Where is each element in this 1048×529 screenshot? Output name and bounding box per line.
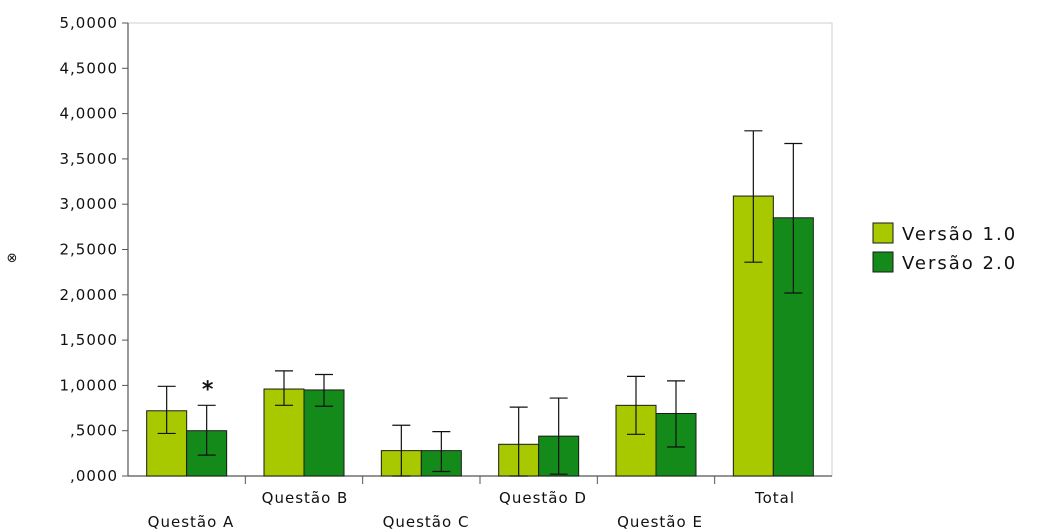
error-bar <box>784 142 803 294</box>
y-tick-label: 4,0000 <box>60 105 119 123</box>
annotations: * <box>202 377 214 402</box>
error-bar <box>392 424 411 477</box>
error-bar <box>197 404 216 456</box>
x-category-label: Questão E <box>617 513 703 529</box>
error-bar <box>627 375 645 435</box>
error-bar <box>432 431 451 473</box>
x-category-label: Questão C <box>383 513 470 529</box>
y-tick-label: 3,5000 <box>60 150 119 168</box>
error-bar <box>667 380 685 448</box>
legend-label: Versão 2.0 <box>902 253 1017 274</box>
legend-swatch <box>872 222 894 244</box>
x-axis-labels: Questão A Questão B Questão C Questão D Ques… <box>148 489 795 529</box>
legend-swatch <box>872 251 894 273</box>
y-tick-label: 5,0000 <box>60 14 119 32</box>
error-bar <box>549 397 568 475</box>
y-tick-label: 2,5000 <box>60 241 119 259</box>
plot-frame <box>127 22 833 477</box>
x-category-label: Total <box>754 489 795 507</box>
error-bar <box>157 385 176 435</box>
y-tick-label: 1,0000 <box>60 376 119 394</box>
error-bar <box>275 370 293 406</box>
error-bar <box>315 373 333 407</box>
y-tick-label: 3,0000 <box>60 195 119 213</box>
x-category-label: Questão D <box>499 489 587 507</box>
bar-series <box>146 195 814 477</box>
side-marker: ⊗ <box>7 251 18 266</box>
error-bars <box>157 130 803 477</box>
legend: Versão 1.0 Versão 2.0 <box>872 222 1017 274</box>
y-tick-label: 4,5000 <box>60 59 119 77</box>
error-bar <box>509 406 528 477</box>
x-category-label: Questão B <box>262 489 349 507</box>
chart-axes <box>127 22 833 484</box>
error-bar <box>744 130 763 263</box>
legend-label: Versão 1.0 <box>902 224 1017 245</box>
y-tick-label: 2,0000 <box>60 286 119 304</box>
significance-marker: * <box>202 377 214 402</box>
y-tick-label: ,0000 <box>70 467 118 485</box>
y-axis-ticks: ,0000 ,5000 1,0000 1,5000 2,0000 2,5000 3,0000… <box>60 14 128 485</box>
y-tick-label: 1,5000 <box>60 331 119 349</box>
y-tick-label: ,5000 <box>70 422 118 440</box>
x-category-label: Questão A <box>148 513 235 529</box>
